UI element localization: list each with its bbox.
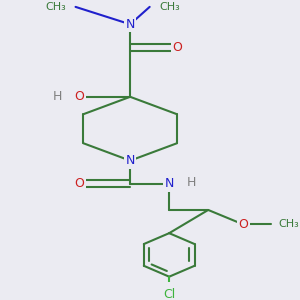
Text: N: N bbox=[125, 18, 135, 31]
Text: CH₃: CH₃ bbox=[278, 220, 299, 230]
Text: H: H bbox=[187, 176, 196, 189]
Text: CH₃: CH₃ bbox=[159, 2, 180, 12]
Text: N: N bbox=[164, 177, 174, 190]
Text: N: N bbox=[125, 154, 135, 167]
Text: H: H bbox=[52, 90, 62, 103]
Text: CH₃: CH₃ bbox=[45, 2, 66, 12]
Text: O: O bbox=[172, 41, 182, 54]
Text: O: O bbox=[74, 90, 84, 103]
Text: O: O bbox=[238, 218, 248, 231]
Text: Cl: Cl bbox=[163, 288, 175, 300]
Text: O: O bbox=[74, 177, 84, 190]
